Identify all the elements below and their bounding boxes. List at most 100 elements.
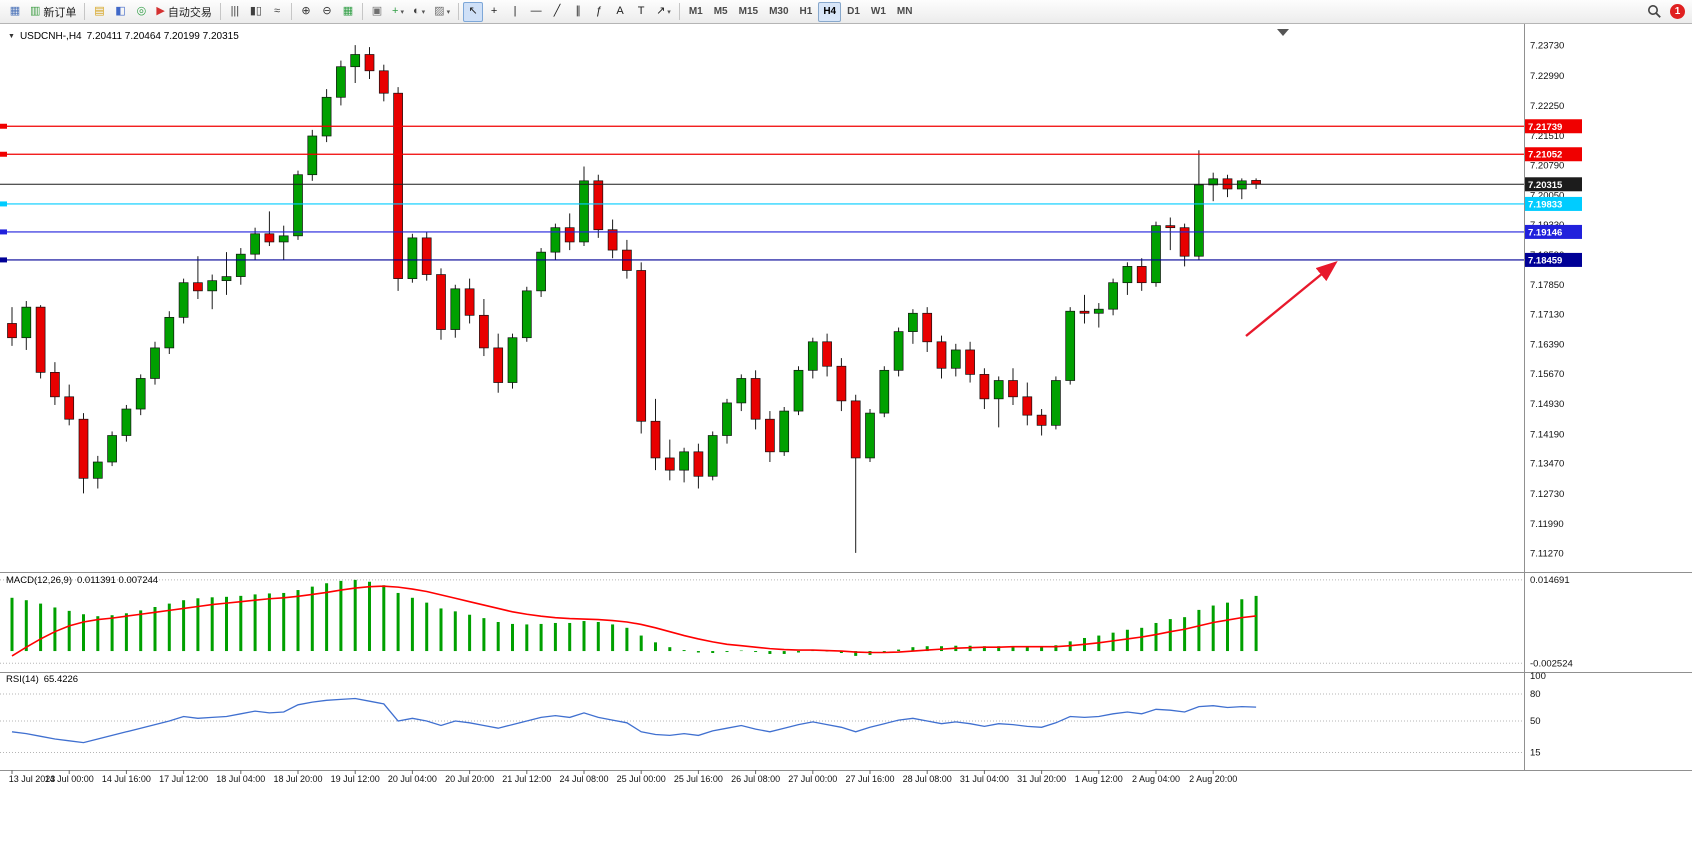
bear-candle (664, 457, 675, 471)
bull-candle (908, 312, 918, 332)
bear-candle (607, 229, 618, 251)
candlestick-chart-icon[interactable]: ▮▯ (246, 2, 266, 22)
new-chart-icon[interactable]: ▦ (5, 2, 25, 22)
annotation-arrow[interactable] (1245, 260, 1338, 337)
bear-candle (564, 227, 575, 243)
bar-chart-icon[interactable]: ||| (225, 2, 245, 22)
time-axis-label: 1 Aug 12:00 (1075, 774, 1123, 784)
toolbar-separator (458, 3, 460, 20)
timeframe-m5-button[interactable]: M5 (713, 6, 728, 17)
bid-price-tag: 7.20315 (1525, 177, 1582, 192)
price-axis-label: 7.14190 (1530, 429, 1564, 440)
cursor-icon[interactable]: ↖ (463, 1, 484, 22)
data-window-icon[interactable]: ◧ (110, 2, 130, 22)
search-icon[interactable] (1647, 4, 1662, 19)
bear-candle (765, 418, 775, 453)
chart-menu-arrow-icon[interactable]: ▼ (8, 33, 15, 40)
timeframe-m30-button[interactable]: M30 (769, 6, 789, 17)
crosshair-icon[interactable]: + (484, 2, 504, 22)
time-axis-label: 2 Aug 20:00 (1189, 774, 1237, 784)
zoom-out-icon[interactable]: ⊖ (317, 2, 337, 22)
zoom-in-icon[interactable]: ⊕ (296, 2, 316, 22)
fibonacci-icon[interactable]: ƒ (589, 2, 609, 22)
price-axis-label: 7.16390 (1530, 340, 1564, 351)
bull-candle (321, 96, 332, 137)
rsi-indicator: 100 80 50 15 (0, 671, 1546, 759)
bull-candle (250, 233, 260, 255)
time-axis-label: 26 Jul 08:00 (731, 774, 780, 784)
bull-candle (993, 380, 1004, 400)
new-order-button[interactable]: ▥ 新订单 (26, 2, 80, 22)
svg-text:7.21739: 7.21739 (1528, 122, 1562, 133)
market-watch-icon[interactable]: ▤ (89, 2, 109, 22)
templates-dropdown-arrow-icon: ▾ (446, 8, 451, 16)
bear-candle (264, 233, 275, 243)
templates-icon[interactable]: ▨ ▾ (430, 2, 454, 22)
resistance-line-1-handle[interactable] (0, 123, 7, 129)
auto-arrange-icon[interactable]: ▣ (367, 2, 387, 22)
price-axis-label: 7.22250 (1530, 101, 1564, 112)
time-axis-label: 13 Jul 2023 (9, 774, 56, 784)
arrows-tool-icon[interactable]: ↗ ▾ (652, 2, 675, 22)
navigator-icon[interactable]: ◎ (131, 2, 151, 22)
chart-canvas[interactable]: 7.23730 7.22990 7.22250 7.21510 7.20790 7.200… (0, 24, 1692, 851)
price-axis[interactable]: 7.23730 7.22990 7.22250 7.21510 7.20790 7.200… (1530, 41, 1564, 560)
timeframe-h1-button[interactable]: H1 (799, 6, 813, 17)
bull-candle (1151, 225, 1161, 284)
bar-chart-icon: ||| (230, 5, 240, 17)
timeframe-h4-button[interactable]: H4 (818, 1, 842, 22)
autotrading-button[interactable]: ▶ 自动交易 (152, 2, 215, 22)
channel-icon[interactable]: ∥ (568, 2, 588, 22)
bull-candle (307, 135, 318, 176)
indicators-icon[interactable]: + ▾ (388, 2, 408, 22)
bull-candle (221, 276, 232, 282)
support-line-cyan-price-tag: 7.19833 (1525, 196, 1582, 211)
svg-text:7.19833: 7.19833 (1528, 199, 1562, 210)
bull-candle (92, 461, 103, 479)
bear-candle (64, 396, 75, 420)
tile-windows-icon[interactable]: ▦ (338, 2, 358, 22)
timeframe-m15-button[interactable]: M15 (738, 6, 759, 17)
notification-badge[interactable]: 1 (1670, 4, 1685, 19)
resistance-line-2-handle[interactable] (0, 151, 7, 157)
timeframe-d1-button[interactable]: D1 (847, 6, 860, 17)
support-line-cyan-handle[interactable] (0, 201, 7, 207)
time-axis-label: 24 Jul 08:00 (559, 774, 608, 784)
line-chart-icon[interactable]: ≈ (267, 2, 287, 22)
support-line-blue-handle[interactable] (0, 229, 7, 235)
bull-candle (893, 331, 904, 371)
support-line-navy-handle[interactable] (0, 257, 7, 263)
time-axis-label: 25 Jul 00:00 (617, 774, 666, 784)
rsi-axis-label: 15 (1530, 748, 1541, 759)
timeframe-mn-button[interactable]: MN (896, 6, 913, 17)
bull-candle (207, 280, 218, 292)
time-axis-label: 20 Jul 04:00 (388, 774, 437, 784)
resistance-line-2-price-tag: 7.21052 (1525, 147, 1582, 162)
autotrading-label: 自动交易 (167, 6, 212, 19)
horizontal-line-icon[interactable]: — (526, 2, 546, 22)
chart-shift-marker[interactable] (1277, 29, 1289, 36)
bull-candle (450, 288, 461, 330)
bull-candle (235, 253, 246, 277)
timeframe-w1-button[interactable]: W1 (870, 6, 886, 17)
periods-icon[interactable]: ◐ ▾ (409, 2, 429, 22)
svg-text:7.21052: 7.21052 (1528, 150, 1562, 161)
time-axis-label: 18 Jul 04:00 (216, 774, 265, 784)
bull-candle (1065, 310, 1076, 381)
new-order-icon: ▥ (30, 5, 41, 17)
timeframe-m1-button[interactable]: M1 (688, 6, 703, 17)
price-axis-label: 7.20050 (1530, 191, 1564, 202)
trendline-icon[interactable]: ╱ (547, 2, 567, 22)
bull-candle (807, 341, 818, 371)
vertical-line-icon[interactable]: | (505, 2, 525, 22)
bull-candle (178, 282, 189, 318)
periods-icon: ◐ (412, 5, 420, 17)
bull-candle (1194, 184, 1204, 257)
price-axis-label: 7.12730 (1530, 489, 1564, 500)
bear-candle (378, 70, 389, 94)
price-axis-label: 7.11270 (1530, 548, 1564, 559)
text-label-icon[interactable]: T (631, 2, 651, 22)
time-axis-label: 17 Jul 12:00 (159, 774, 208, 784)
text-icon[interactable]: A (610, 2, 630, 22)
